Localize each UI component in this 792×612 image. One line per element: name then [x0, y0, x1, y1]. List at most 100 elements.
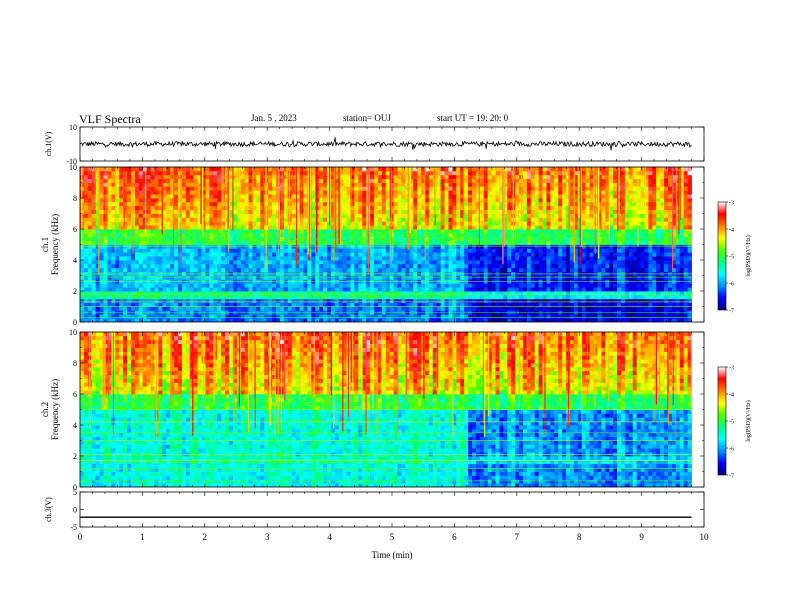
spectrogram-cell [522, 198, 528, 203]
spectrogram-cell [491, 306, 496, 311]
spectrogram-cell [142, 194, 148, 199]
spectrogram-cell [228, 314, 234, 319]
spectrogram-cell [244, 252, 249, 257]
spectrogram-cell [530, 256, 536, 261]
spectrogram-cell [283, 194, 289, 199]
spectrogram-cell [550, 213, 555, 218]
spectrogram-cell [197, 302, 202, 307]
spectrogram-cell [468, 194, 473, 199]
spectrogram-cell [217, 209, 222, 214]
spectrogram-cell [483, 186, 489, 191]
spectrogram-cell [456, 287, 461, 292]
spectrogram-cell [268, 260, 273, 265]
spectrogram-cell [511, 318, 516, 322]
spectrogram-cell [479, 244, 485, 249]
spectrogram-cell [303, 186, 308, 191]
spectrogram-cell [111, 302, 116, 307]
spectrogram-cell [448, 194, 453, 199]
spectrogram-cell [319, 213, 324, 218]
spectrogram-cell [162, 287, 167, 292]
spectrogram-cell [146, 229, 151, 234]
spectrogram-cell [444, 283, 449, 288]
spectrogram-cell [268, 244, 273, 249]
spectrogram-cell [456, 302, 461, 307]
spectrogram-cell [393, 298, 398, 304]
spectrogram-cell [334, 170, 340, 176]
spectrogram-cell [342, 263, 347, 269]
spectrogram-cell [162, 167, 167, 172]
spectrogram-cell [209, 209, 214, 214]
spectrogram-cell [538, 306, 543, 311]
spectrogram-cell [178, 314, 183, 319]
spectrogram-cell [279, 294, 285, 300]
spectrogram-cell [193, 209, 198, 214]
spectrogram-cell [87, 252, 93, 257]
spectrogram-cell [334, 294, 340, 300]
spectrogram-cell [111, 294, 116, 300]
spectrogram-cell [346, 236, 351, 242]
spectrogram-cell [307, 314, 312, 319]
spectrogram-cell [342, 236, 347, 242]
spectrogram-cell [217, 190, 222, 195]
spectrogram-cell [303, 248, 308, 253]
spectrogram-cell [209, 170, 214, 176]
spectrogram-cell [303, 198, 308, 203]
spectrogram-cell [232, 314, 238, 319]
spectrogram-cell [142, 260, 148, 265]
spectrogram-cell [479, 190, 485, 195]
spectrogram-cell [350, 225, 355, 230]
spectrogram-cell [350, 263, 355, 269]
spectrogram-cell [515, 167, 520, 172]
spectrogram-cell [487, 174, 492, 180]
spectrogram-cell [287, 291, 293, 296]
spectrogram-cell [178, 294, 183, 300]
spectrogram-cell [515, 229, 520, 234]
spectrogram-cell [562, 283, 567, 288]
spectrogram-cell [354, 302, 359, 307]
spectrogram-cell [330, 314, 336, 319]
spectrogram-cell [185, 287, 191, 292]
spectrogram-cell [550, 314, 555, 319]
spectrogram-cell [295, 287, 300, 292]
spectrogram-cell [162, 318, 167, 322]
spectrogram-cell [209, 213, 214, 218]
spectrogram-cell [256, 287, 261, 292]
spectrogram-cell [526, 232, 532, 238]
spectrogram-cell [440, 170, 445, 176]
spectrogram-cell [452, 283, 457, 288]
spectrogram-cell [358, 314, 363, 319]
spectrogram-cell [326, 283, 332, 288]
spectrogram-cell [311, 186, 316, 191]
spectrogram-cell [268, 294, 273, 300]
spectrogram-cell [138, 260, 144, 265]
spectrogram-cell [228, 229, 234, 234]
spectrogram-cell [499, 294, 504, 300]
spectrogram-cell [181, 236, 187, 242]
spectrogram-cell [377, 229, 383, 234]
spectrogram-cell [468, 275, 473, 280]
spectrogram-cell [440, 283, 445, 288]
spectrogram-cell [354, 213, 359, 218]
spectrogram-cell [127, 186, 132, 191]
spectrogram-cell [495, 248, 500, 253]
spectrogram-cell [236, 198, 242, 203]
spectrogram-cell [468, 240, 473, 245]
spectrogram-cell [323, 236, 328, 242]
spectrogram-cell [228, 232, 234, 238]
spectrogram-cell [483, 263, 489, 269]
spectrogram-cell [479, 306, 485, 311]
spectrogram-cell [138, 252, 144, 257]
spectrogram-cell [374, 186, 379, 191]
spectrogram-cell [515, 217, 520, 222]
spectrogram-cell [185, 205, 191, 211]
spectrogram-cell [319, 314, 324, 319]
spectrogram-cell [468, 252, 473, 257]
spectrogram-cell [228, 170, 234, 176]
spectrogram-cell [134, 205, 140, 211]
spectrogram-cell [197, 178, 202, 183]
spectrogram-cell [205, 275, 210, 280]
spectrogram-cell [491, 318, 496, 322]
spectrogram-cell [260, 170, 265, 176]
spectrogram-cell [138, 229, 144, 234]
spectrogram-cell [287, 256, 293, 261]
